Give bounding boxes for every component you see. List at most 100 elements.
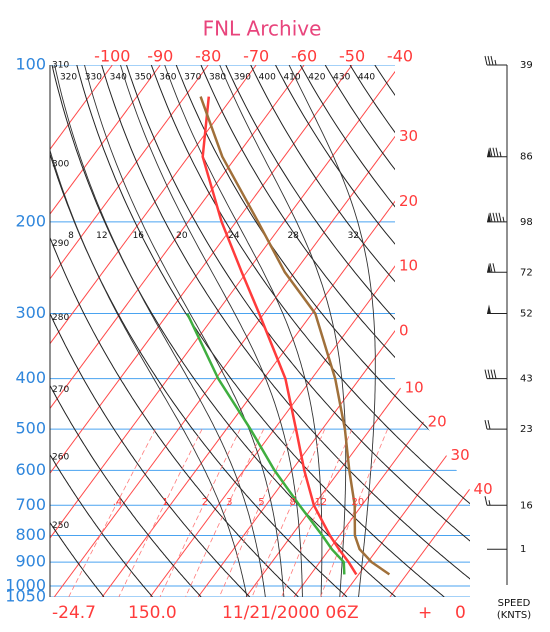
isotherm <box>389 65 470 597</box>
dry-adiabat <box>76 65 445 597</box>
wind-barb <box>484 369 507 380</box>
mixing-ratio-line <box>281 428 353 597</box>
dry-adiabat <box>250 65 470 597</box>
y-tick-label: 900 <box>15 552 46 571</box>
dry-adiabat-label: 380 <box>209 73 226 83</box>
dry-adiabat-label: 440 <box>358 73 375 83</box>
dry-adiabat-label: 300 <box>52 160 69 170</box>
dry-adiabat <box>126 65 470 597</box>
moist-adiabat <box>50 65 248 597</box>
isotherm-label: 20 <box>399 192 418 210</box>
dry-adiabat-label: 310 <box>52 61 69 71</box>
dry-adiabat-label: 320 <box>60 73 77 83</box>
isotherm <box>50 65 161 597</box>
dry-adiabat-label: 270 <box>52 385 69 395</box>
dry-adiabat-label: 250 <box>52 521 69 531</box>
chart-title: FNL Archive <box>203 17 322 41</box>
isotherm-label: 30 <box>399 127 418 145</box>
dry-adiabat <box>225 65 470 597</box>
footer-text: 0 <box>455 603 466 623</box>
isotherm-label: 10 <box>405 379 424 397</box>
x-tick-label: -80 <box>195 47 221 66</box>
dry-adiabat-label: 420 <box>308 73 325 83</box>
footer-text: -24.7 <box>52 603 96 623</box>
moist-adiabat-label: 32 <box>348 231 359 241</box>
mixing-ratio-line <box>251 428 326 597</box>
moist-adiabat-label: 20 <box>176 231 188 241</box>
moist-adiabat <box>120 65 303 597</box>
dry-adiabat-label: 390 <box>234 73 251 83</box>
dry-adiabat-label: 400 <box>259 73 276 83</box>
wind-barb <box>484 55 507 66</box>
isotherm <box>50 65 209 597</box>
dry-adiabat-label: 350 <box>134 73 151 83</box>
wind-speed-label: 86 <box>520 152 533 163</box>
wind-speed-label: 98 <box>520 217 533 228</box>
dry-adiabat <box>50 65 105 597</box>
dry-adiabat-label: 430 <box>333 73 350 83</box>
isotherm <box>149 65 470 597</box>
y-tick-label: 500 <box>15 419 46 438</box>
dry-adiabat-label: 410 <box>283 73 300 83</box>
dry-adiabat <box>50 65 153 597</box>
isotherm-label: 10 <box>399 257 418 275</box>
wind-barb <box>487 212 507 223</box>
wind-unit-label: (KNTS) <box>497 610 531 621</box>
isotherm-label: 40 <box>474 480 493 498</box>
x-tick-label: -40 <box>387 47 413 66</box>
isotherm <box>50 65 401 597</box>
isotherm <box>50 65 305 597</box>
mixing-ratio-label: 8 <box>289 497 295 508</box>
dry-adiabat-label: 260 <box>52 452 69 462</box>
dry-adiabat <box>101 65 470 597</box>
x-tick-label: -60 <box>291 47 317 66</box>
dry-adiabat-label: 330 <box>85 73 102 83</box>
isotherm-label: 20 <box>428 412 447 430</box>
isotherm <box>53 65 449 597</box>
wind-barb <box>484 496 507 506</box>
dry-adiabat-label: 290 <box>52 239 69 249</box>
wind-unit-label: SPEED <box>498 598 531 609</box>
mixing-ratio-label: .4 <box>113 497 123 508</box>
wind-barb <box>484 420 507 430</box>
y-tick-label: 300 <box>15 303 46 322</box>
dry-adiabat <box>150 65 470 597</box>
dry-adiabat-label: 360 <box>159 73 176 83</box>
isotherm <box>293 65 470 597</box>
dry-adiabat <box>50 65 251 597</box>
wind-speed-label: 52 <box>520 309 533 320</box>
moist-adiabat-label: 8 <box>68 231 74 241</box>
moist-adiabat <box>219 65 347 597</box>
x-tick-label: -50 <box>339 47 365 66</box>
moist-adiabat <box>288 65 376 597</box>
moist-adiabat <box>84 65 285 597</box>
moist-adiabat-label: 24 <box>228 231 240 241</box>
y-tick-label: 400 <box>15 368 46 387</box>
dry-adiabat-label: 280 <box>52 313 69 323</box>
y-tick-label: 1050 <box>5 587 46 606</box>
moist-adiabat <box>164 65 323 597</box>
mixing-ratio-line <box>185 428 265 597</box>
dry-adiabat-label: 370 <box>184 73 201 83</box>
y-tick-label: 100 <box>15 55 46 74</box>
mixing-ratio-label: 1 <box>162 497 168 508</box>
wind-speed-label: 72 <box>520 267 533 278</box>
mixing-ratio-label: 12 <box>314 497 327 508</box>
isotherm <box>50 65 353 597</box>
isotherm <box>50 65 113 597</box>
dry-adiabat <box>200 65 470 597</box>
y-tick-label: 600 <box>15 460 46 479</box>
isotherm <box>341 65 470 597</box>
profile-line <box>186 313 346 575</box>
mixing-ratio-label: 5 <box>258 497 264 508</box>
wind-barb <box>487 147 507 158</box>
moist-adiabat-label: 28 <box>287 231 299 241</box>
dry-adiabat <box>50 65 202 597</box>
footer-text: 150.0 <box>128 603 177 623</box>
wind-speed-label: 43 <box>520 374 533 385</box>
wind-speed-label: 39 <box>520 60 533 71</box>
x-tick-label: -70 <box>243 47 269 66</box>
isotherm-label: 30 <box>451 446 470 464</box>
wind-barb <box>487 304 507 315</box>
